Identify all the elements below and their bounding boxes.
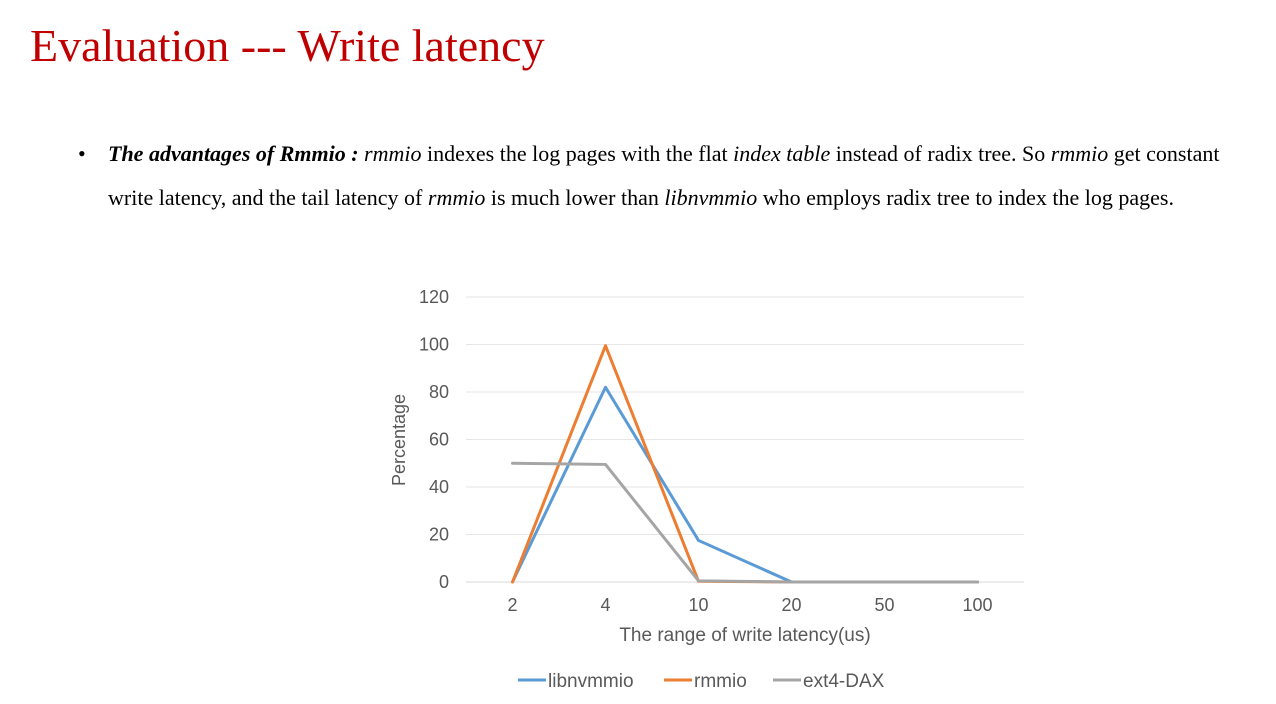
bullet-segment: get constant write latency, and the tail… — [108, 141, 1220, 210]
x-tick-label: 2 — [507, 595, 517, 615]
x-tick-label: 4 — [600, 595, 610, 615]
legend-label: libnvmmio — [548, 671, 634, 692]
x-axis-label: The range of write latency(us) — [619, 625, 870, 646]
y-tick-label: 100 — [419, 335, 449, 355]
bullet-segment: indexes the log pages with the flat — [421, 141, 734, 166]
legend-label: rmmio — [694, 671, 747, 692]
bullet-segment: instead of radix tree. So — [830, 141, 1051, 166]
x-tick-label: 50 — [874, 595, 894, 615]
x-tick-label: 20 — [781, 595, 801, 615]
y-tick-label: 60 — [429, 430, 449, 450]
bullet-paragraph: • The advantages of Rmmio : rmmio indexe… — [78, 132, 1258, 220]
y-tick-label: 20 — [429, 525, 449, 545]
bullet-segment: libnvmmio — [664, 185, 758, 210]
bullet-dot-icon: • — [78, 141, 86, 166]
bullet-segment: rmmio — [427, 185, 486, 210]
chart-series — [511, 344, 979, 584]
bullet-segment: rmmio — [1050, 141, 1109, 166]
x-tick-label: 10 — [688, 595, 708, 615]
y-tick-label: 40 — [429, 477, 449, 497]
x-axis-ticks: 2 4 10 20 50 100 — [507, 595, 992, 615]
series-line-libnvmmio — [511, 385, 979, 584]
y-axis-label: Percentage — [389, 394, 409, 486]
chart-gridlines — [466, 296, 1024, 583]
y-axis-ticks: 0 20 40 60 80 100 120 — [419, 287, 449, 592]
chart-legend: libnvmmio rmmio ext4-DAX — [518, 671, 885, 692]
x-tick-label: 100 — [962, 595, 992, 615]
bullet-body: rmmio indexes the log pages with the fla… — [108, 141, 1219, 210]
y-tick-label: 80 — [429, 382, 449, 402]
bullet-segment: is much lower than — [485, 185, 665, 210]
y-tick-label: 120 — [419, 287, 449, 307]
bullet-lead: The advantages of Rmmio : — [108, 141, 359, 166]
series-line-ext4-DAX — [511, 461, 979, 584]
y-tick-label: 0 — [439, 572, 449, 592]
bullet-segment: who employs radix tree to index the log … — [757, 185, 1174, 210]
legend-label: ext4-DAX — [803, 671, 885, 692]
bullet-segment: rmmio — [364, 141, 422, 166]
slide-title: Evaluation --- Write latency — [30, 20, 545, 71]
bullet-segment: index table — [733, 141, 831, 166]
